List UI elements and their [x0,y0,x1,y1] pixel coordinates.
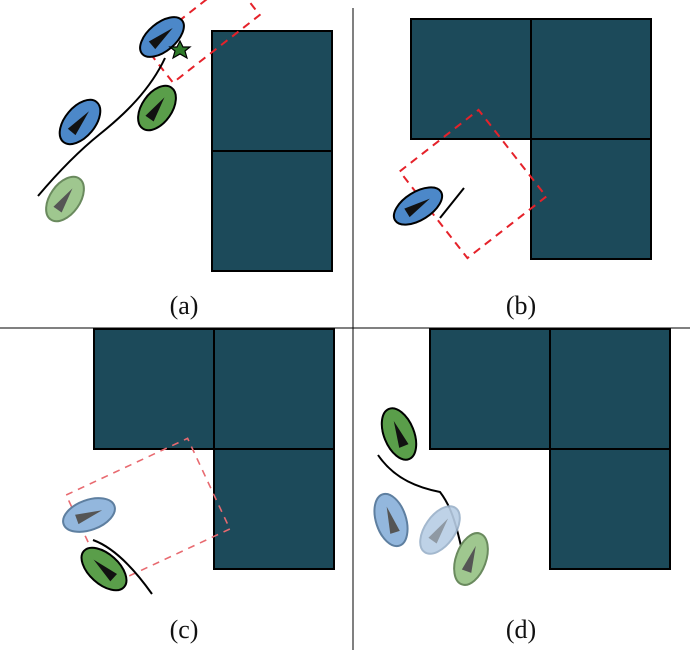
panel-b-block-left [410,18,532,140]
panel-a: (a) [37,0,333,320]
panel-a-blue-robot-faded [58,98,102,146]
panel-c-green-robot [80,546,128,592]
panel-b-block-right [530,18,652,140]
panel-a-label: (a) [170,291,199,320]
panel-b-trajectory [439,187,465,219]
panel-d-block-right [549,328,671,450]
panel-c-blue-robot [62,497,116,533]
panel-a-green-robot [137,84,177,132]
panel-d-label: (d) [506,615,536,644]
panel-b-label: (b) [506,291,536,320]
panel-a-block-bottom [211,150,333,272]
panel-c-trajectory [92,539,153,595]
panel-d-blue-robot [373,492,409,548]
panel-d-green-robot-end [453,532,489,586]
panel-a-green-robot-faded [45,175,85,223]
panel-c-label: (c) [170,615,199,644]
panel-b-dashed-region [398,108,548,260]
panel-d-block-bottom [549,448,671,570]
panel-b: (b) [392,18,652,320]
panel-a-blue-robot [139,16,185,58]
panel-d: (d) [373,328,671,644]
panel-a-trajectory [37,57,166,197]
panel-c-block-left [93,328,215,450]
panel-d-block-left [429,328,551,450]
panel-b-blue-robot [392,186,444,226]
panel-a-dashed-region [143,0,262,85]
panel-b-block-bottom [530,138,652,260]
panel-c-dashed-region [65,437,231,587]
panel-c-block-bottom [213,448,335,570]
panel-d-blue-robot-ghost [419,505,461,555]
panel-c-block-right [213,328,335,450]
panel-a-goal-star-icon [168,39,192,60]
panel-a-block-top [211,30,333,152]
panel-c: (c) [62,328,335,644]
panel-d-green-robot-start [380,407,418,461]
